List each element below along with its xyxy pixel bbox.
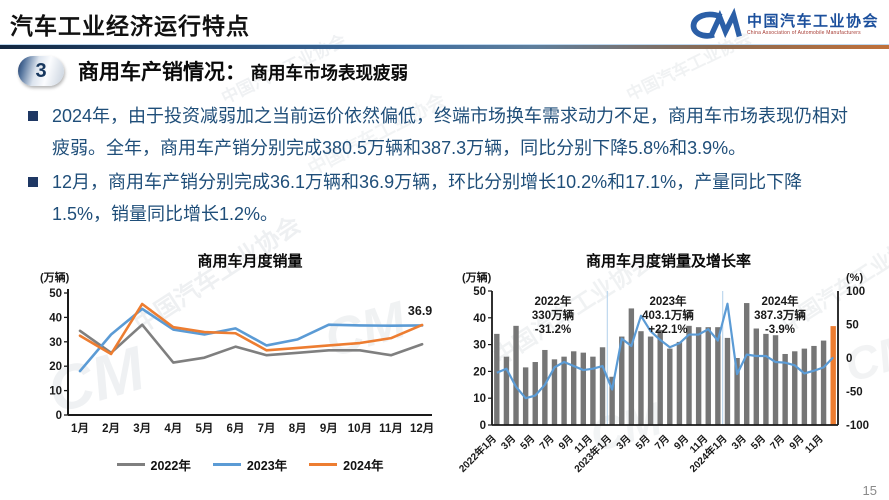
svg-text:(万辆): (万辆) [40, 270, 70, 284]
svg-text:36.9: 36.9 [408, 304, 432, 318]
svg-text:0: 0 [480, 420, 486, 432]
legend-swatch [212, 463, 241, 466]
legend-label: 2023年 [246, 459, 288, 473]
svg-text:5月: 5月 [633, 433, 652, 452]
svg-text:330万辆: 330万辆 [532, 308, 575, 322]
svg-text:7月: 7月 [768, 433, 787, 452]
bullet-text-2: 12月，商用车产销分别完成36.1万辆和36.9万辆，环比分别增长10.2%和1… [52, 172, 803, 224]
svg-text:7月: 7月 [652, 433, 671, 452]
left-chart-title: 商用车月度销量 [197, 253, 303, 270]
svg-text:7月: 7月 [258, 422, 276, 435]
svg-text:-50: -50 [846, 387, 863, 399]
svg-text:5月: 5月 [195, 422, 213, 435]
bullet-text-1: 2024年，由于投资减弱加之当前运价依然偏低，终端市场换车需求动力不足，商用车市… [52, 106, 849, 158]
svg-text:10: 10 [473, 393, 486, 405]
svg-text:(万辆): (万辆) [462, 270, 492, 284]
caam-logo: 中国汽车工业协会 China Association of Automobile… [687, 7, 879, 42]
svg-text:4月: 4月 [164, 422, 182, 435]
svg-text:-31.2%: -31.2% [535, 324, 571, 336]
monthly-sales-line-chart: 商用车月度销量 0 10 20 30 40 50 (万辆) 1月 2月 3月 4月 5月 6月 7月 8月 9… [28, 248, 442, 474]
svg-text:7月: 7月 [537, 433, 556, 452]
section-number-badge: 3 [18, 56, 64, 86]
logo-org-en: China Association of Automobile Manufact… [746, 29, 861, 36]
svg-text:2月: 2月 [102, 422, 120, 435]
legend-entry: 2024年 [309, 455, 383, 474]
slide-header: 汽车工业经济运行特点 中国汽车工业协会 China Association of… [0, 0, 889, 44]
svg-text:100: 100 [846, 286, 865, 298]
legend-swatch [116, 463, 145, 466]
svg-text:50: 50 [49, 288, 62, 300]
section-title-sub: 商用车市场表现疲弱 [250, 63, 408, 83]
svg-text:-3.9%: -3.9% [765, 324, 795, 336]
svg-text:20: 20 [49, 361, 62, 373]
svg-text:40: 40 [49, 312, 62, 324]
bullet-item-2: 12月，商用车产销分别完成36.1万辆和36.9万辆，环比分别增长10.2%和1… [28, 166, 860, 230]
svg-text:-100: -100 [846, 420, 869, 432]
svg-text:3月: 3月 [729, 433, 748, 452]
svg-text:5月: 5月 [749, 433, 768, 452]
logo-text: 中国汽车工业协会 China Association of Automobile… [746, 13, 879, 36]
svg-text:50: 50 [473, 286, 486, 298]
section-header: 3 商用车产销情况： 商用车市场表现疲弱 [18, 56, 408, 86]
page-number: 15 [862, 483, 877, 498]
svg-text:10月: 10月 [348, 422, 372, 435]
svg-text:2022年1月: 2022年1月 [456, 432, 499, 475]
svg-text:403.1万辆: 403.1万辆 [642, 308, 694, 322]
svg-text:1月: 1月 [71, 422, 89, 435]
page-title: 汽车工业经济运行特点 [10, 13, 250, 39]
svg-text:(%): (%) [846, 272, 863, 284]
svg-text:9月: 9月 [320, 422, 338, 435]
section-title: 商用车产销情况： 商用车市场表现疲弱 [78, 56, 408, 86]
svg-text:3月: 3月 [499, 433, 518, 452]
svg-text:12月: 12月 [410, 422, 434, 435]
svg-text:50: 50 [846, 320, 859, 332]
legend-swatch [309, 463, 338, 466]
bullet-square-icon [28, 111, 38, 121]
svg-text:10: 10 [49, 386, 62, 398]
svg-text:11月: 11月 [803, 433, 826, 456]
left-chart-legend: 2022年 2023年 2024年 [58, 455, 442, 474]
cm-logo-icon [687, 7, 742, 42]
header-divider [0, 44, 889, 49]
svg-text:2022年: 2022年 [534, 294, 572, 308]
svg-text:3月: 3月 [133, 422, 151, 435]
svg-text:5月: 5月 [518, 433, 537, 452]
svg-text:3月: 3月 [614, 433, 633, 452]
bullet-list: 2024年，由于投资减弱加之当前运价依然偏低，终端市场换车需求动力不足，商用车市… [28, 100, 860, 232]
legend-entry: 2022年 [116, 455, 191, 474]
legend-label: 2024年 [343, 459, 384, 473]
svg-text:6月: 6月 [227, 422, 245, 435]
right-chart-title: 商用车月度销量及增长率 [585, 253, 751, 270]
sales-growth-combo-chart: 商用车月度销量及增长率 0 10 20 30 40 50 -100 -50 0 50 100 (万辆)… [450, 248, 887, 485]
legend-label: 2022年 [150, 459, 191, 473]
section-title-main: 商用车产销情况： [78, 61, 246, 84]
bullet-item-1: 2024年，由于投资减弱加之当前运价依然偏低，终端市场换车需求动力不足，商用车市… [28, 100, 860, 164]
svg-text:2023年: 2023年 [649, 294, 687, 308]
bullet-square-icon [28, 177, 38, 187]
svg-text:30: 30 [49, 337, 62, 349]
svg-text:8月: 8月 [289, 422, 307, 435]
svg-text:0: 0 [56, 410, 62, 422]
svg-text:20: 20 [473, 366, 486, 378]
svg-text:+22.1%: +22.1% [648, 324, 687, 336]
left-chart-canvas: 0 10 20 30 40 50 (万辆) 1月 2月 3月 4月 5月 6月 7月 8月 9月 10月 11月 1… [40, 270, 434, 435]
svg-text:2024年: 2024年 [761, 294, 799, 308]
logo-org-cn: 中国汽车工业协会 [746, 13, 879, 30]
svg-text:11月: 11月 [379, 422, 403, 435]
svg-text:387.3万辆: 387.3万辆 [754, 308, 806, 322]
svg-text:40: 40 [473, 313, 486, 325]
svg-text:0: 0 [846, 353, 852, 365]
svg-text:30: 30 [473, 340, 486, 352]
legend-entry: 2023年 [212, 455, 288, 474]
